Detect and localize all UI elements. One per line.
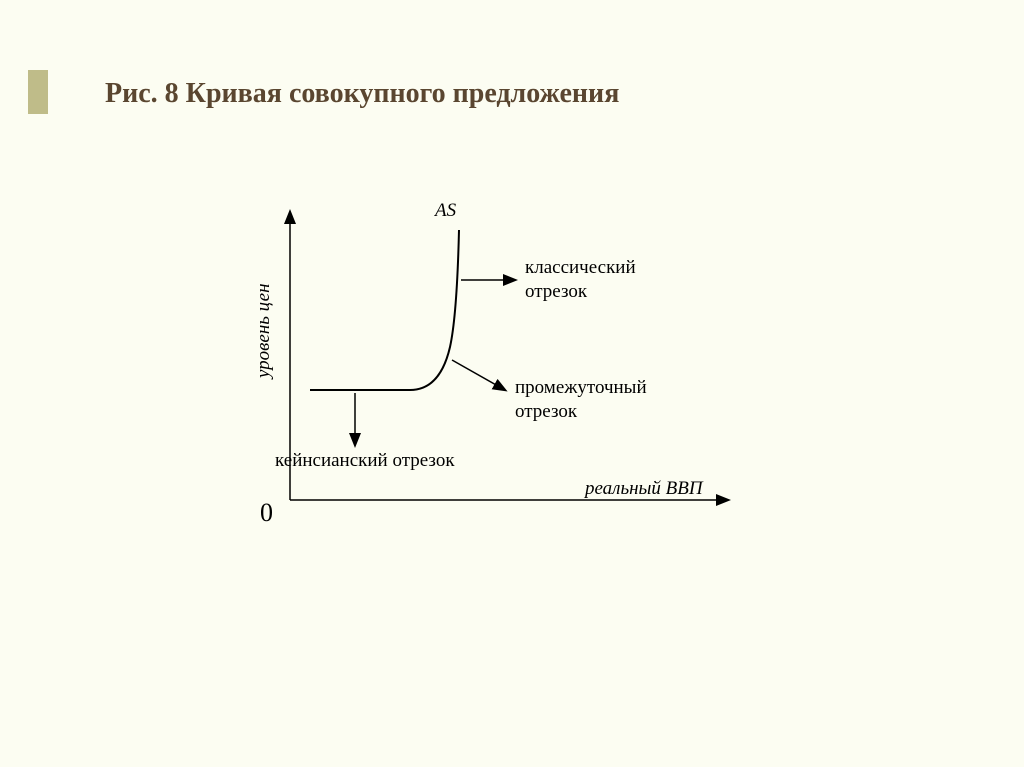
label-classical: классический отрезок — [525, 256, 636, 304]
label-intermediate-line2: отрезок — [515, 401, 577, 422]
page-title: Рис. 8 Кривая совокупного предложения — [105, 78, 619, 110]
origin-label: 0 — [260, 498, 273, 528]
chart-svg — [240, 200, 760, 560]
arrow-intermediate — [452, 360, 505, 390]
label-keynesian: кейнсианский отрезок — [275, 450, 455, 472]
curve-label-as: AS — [435, 200, 456, 222]
y-axis-label: уровень цен — [253, 283, 275, 378]
label-classical-line1: классический — [525, 257, 636, 278]
as-curve — [310, 230, 459, 390]
label-intermediate: промежуточный отрезок — [515, 376, 647, 424]
label-classical-line2: отрезок — [525, 281, 587, 302]
label-intermediate-line1: промежуточный — [515, 377, 647, 398]
as-curve-chart: AS классический отрезок промежуточный от… — [240, 200, 760, 560]
x-axis-label: реальный ВВП — [585, 478, 703, 500]
accent-bar — [28, 70, 48, 114]
